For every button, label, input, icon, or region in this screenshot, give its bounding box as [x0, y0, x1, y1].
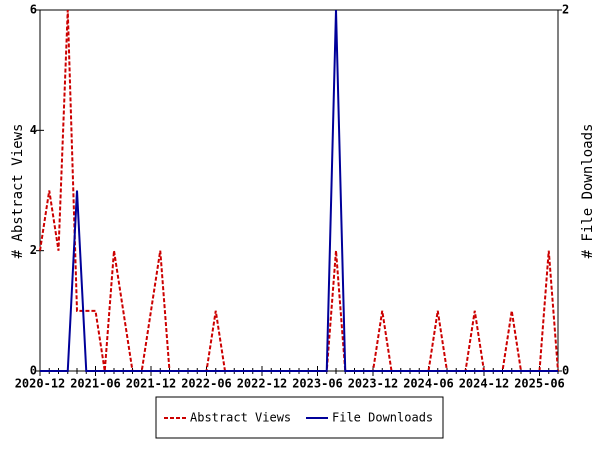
y-tick-label: 4 [30, 123, 37, 137]
y2-tick-label: 2 [562, 3, 569, 17]
legend-label: Abstract Views [190, 411, 291, 425]
legend-label: File Downloads [332, 411, 433, 425]
x-tick-label: 2022-06 [181, 377, 232, 391]
x-tick-label: 2024-06 [403, 377, 454, 391]
y-tick-label: 0 [30, 364, 37, 378]
x-tick-label: 2023-12 [348, 377, 399, 391]
series-line [39, 9, 559, 372]
y-tick-label: 6 [30, 3, 37, 17]
y2-tick-label: 0 [562, 364, 569, 378]
series-line [40, 9, 558, 372]
x-tick-label: 2022-12 [237, 377, 288, 391]
y2-axis-label: # File Downloads [580, 124, 596, 259]
x-tick-label: 2023-06 [292, 377, 343, 391]
x-tick-label: 2024-12 [459, 377, 510, 391]
legend-box [155, 396, 444, 439]
x-tick-label: 2021-06 [70, 377, 121, 391]
x-tick-label: 2020-12 [15, 377, 66, 391]
y-axis-label: # Abstract Views [10, 124, 26, 259]
y-tick-label: 2 [30, 243, 37, 257]
x-tick-label: 2021-12 [126, 377, 177, 391]
x-tick-label: 2025-06 [514, 377, 565, 391]
